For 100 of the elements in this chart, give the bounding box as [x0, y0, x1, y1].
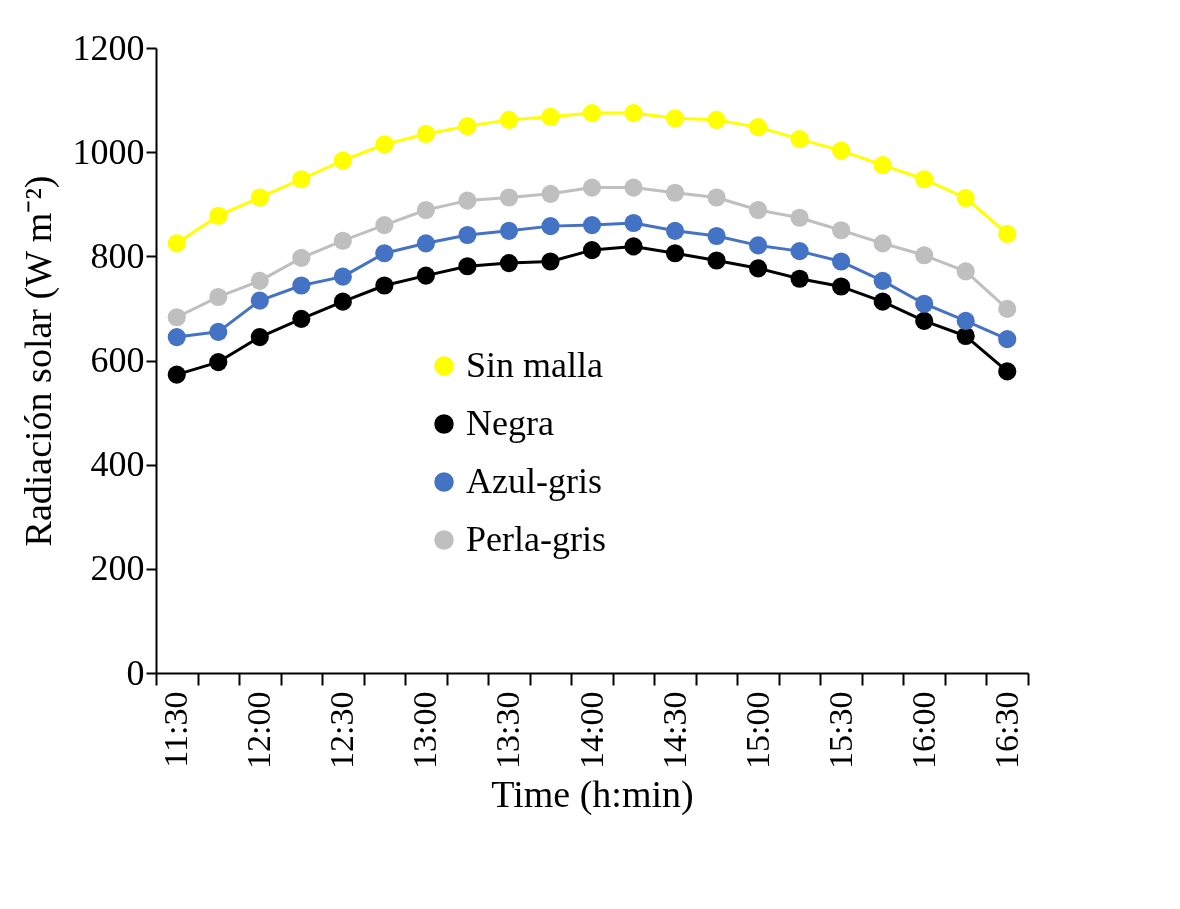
point [582, 216, 602, 235]
point [915, 311, 934, 330]
point [790, 130, 809, 149]
point [458, 191, 477, 210]
y-axis-title: Radiación solar (W m⁻²) [16, 175, 60, 547]
point [832, 252, 851, 271]
point [915, 246, 934, 265]
point [541, 217, 560, 236]
point [375, 135, 394, 154]
point [375, 216, 394, 235]
point [956, 326, 975, 346]
point [665, 109, 685, 128]
y-tick-label: 200 [90, 548, 145, 589]
legend-label: Negra [466, 403, 554, 443]
x-tick-label: 13:30 [489, 691, 527, 769]
point [209, 322, 228, 341]
point [873, 271, 892, 290]
point [832, 221, 851, 240]
y-tick-label: 1200 [72, 27, 145, 68]
point [499, 188, 519, 207]
point [250, 271, 269, 290]
point [375, 276, 394, 295]
point [624, 178, 643, 197]
x-axis-title: Time (h:min) [491, 772, 694, 816]
x-tick-label: 16:30 [987, 691, 1025, 769]
legend-label: Sin malla [466, 345, 604, 385]
point [582, 241, 602, 260]
point [998, 299, 1017, 318]
point [832, 141, 851, 160]
point [541, 252, 560, 271]
point [624, 104, 643, 123]
point [333, 267, 352, 286]
point [582, 178, 602, 197]
point [832, 277, 851, 296]
point [707, 110, 726, 129]
y-tick-label: 400 [90, 444, 145, 485]
x-tick-label: 15:00 [738, 691, 776, 769]
x-tick-label: 11:30 [157, 691, 195, 768]
point [749, 236, 768, 255]
point [873, 292, 892, 311]
point [541, 184, 560, 203]
point [209, 353, 228, 372]
x-tick-label: 14:30 [655, 691, 693, 769]
x-tick-label: 14:00 [572, 691, 610, 769]
point [624, 213, 643, 233]
point [292, 276, 311, 295]
point [416, 266, 435, 285]
point [499, 254, 519, 273]
point [790, 208, 809, 227]
point [790, 242, 809, 261]
x-tick-label: 12:30 [323, 691, 361, 769]
point [956, 188, 975, 208]
legend-label: Perla-gris [466, 519, 606, 559]
point [250, 328, 269, 347]
point [499, 221, 519, 240]
point [416, 124, 435, 143]
point [749, 118, 768, 137]
point [375, 244, 394, 263]
point [873, 156, 892, 175]
point [998, 362, 1017, 381]
point [707, 226, 726, 246]
point [665, 221, 685, 240]
y-tick-label: 800 [90, 235, 145, 276]
y-tick-label: 600 [90, 340, 145, 380]
point [416, 234, 435, 253]
point [749, 200, 768, 220]
point [292, 170, 311, 189]
point [665, 183, 685, 202]
point [956, 311, 975, 330]
point [167, 365, 186, 384]
x-tick-label: 16:00 [904, 691, 942, 769]
point [333, 231, 352, 250]
point [790, 269, 809, 288]
point [998, 330, 1017, 349]
point [707, 251, 726, 270]
point [624, 237, 643, 256]
point [582, 104, 602, 123]
legend-label: Azul-gris [466, 461, 602, 501]
point [167, 308, 186, 327]
point [333, 292, 352, 311]
point [209, 206, 228, 225]
point [209, 287, 228, 307]
point [458, 257, 477, 276]
point [998, 224, 1017, 243]
point [915, 170, 934, 189]
point [250, 188, 269, 207]
point [499, 110, 519, 129]
point [292, 309, 311, 328]
point [167, 234, 186, 253]
point [707, 188, 726, 207]
point [749, 259, 768, 278]
x-tick-label: 13:00 [406, 691, 444, 769]
point [458, 117, 477, 136]
point [292, 248, 311, 267]
x-tick-label: 15:30 [821, 691, 859, 769]
point [541, 107, 560, 126]
point [665, 244, 685, 263]
y-tick-label: 1000 [72, 131, 145, 172]
point [333, 151, 352, 170]
point [167, 328, 186, 347]
